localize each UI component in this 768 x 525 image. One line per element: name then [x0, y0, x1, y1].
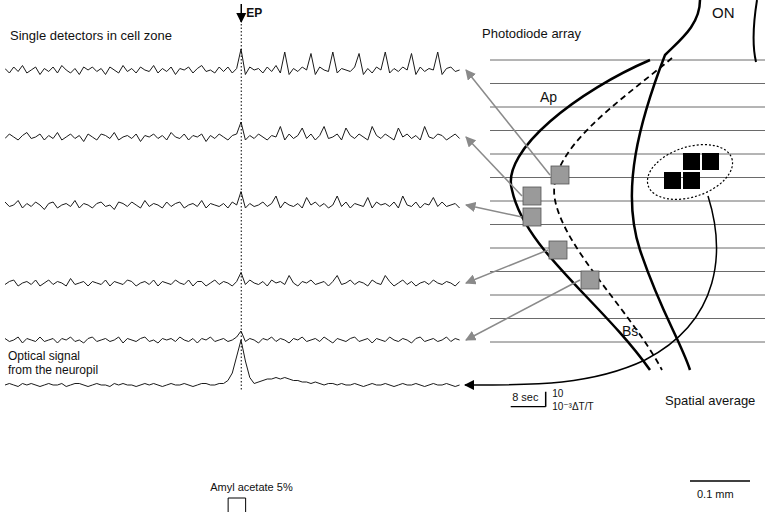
svg-text:Single detectors in cell zone: Single detectors in cell zone: [10, 28, 172, 43]
svg-text:ON: ON: [712, 4, 735, 21]
svg-text:Bs: Bs: [622, 323, 638, 339]
svg-text:Ap: Ap: [540, 89, 557, 105]
svg-text:Amyl acetate 5%: Amyl acetate 5%: [210, 481, 293, 493]
svg-text:10⁻³ΔT/T: 10⁻³ΔT/T: [552, 401, 593, 412]
svg-text:EP: EP: [246, 6, 262, 20]
svg-text:Spatial average: Spatial average: [665, 393, 755, 408]
svg-text:8 sec: 8 sec: [512, 391, 539, 403]
svg-text:from the neuropil: from the neuropil: [8, 363, 98, 377]
svg-text:0.1 mm: 0.1 mm: [697, 488, 734, 500]
svg-text:10: 10: [552, 388, 564, 399]
svg-text:Optical signal: Optical signal: [8, 349, 80, 363]
svg-text:Photodiode array: Photodiode array: [482, 26, 582, 41]
